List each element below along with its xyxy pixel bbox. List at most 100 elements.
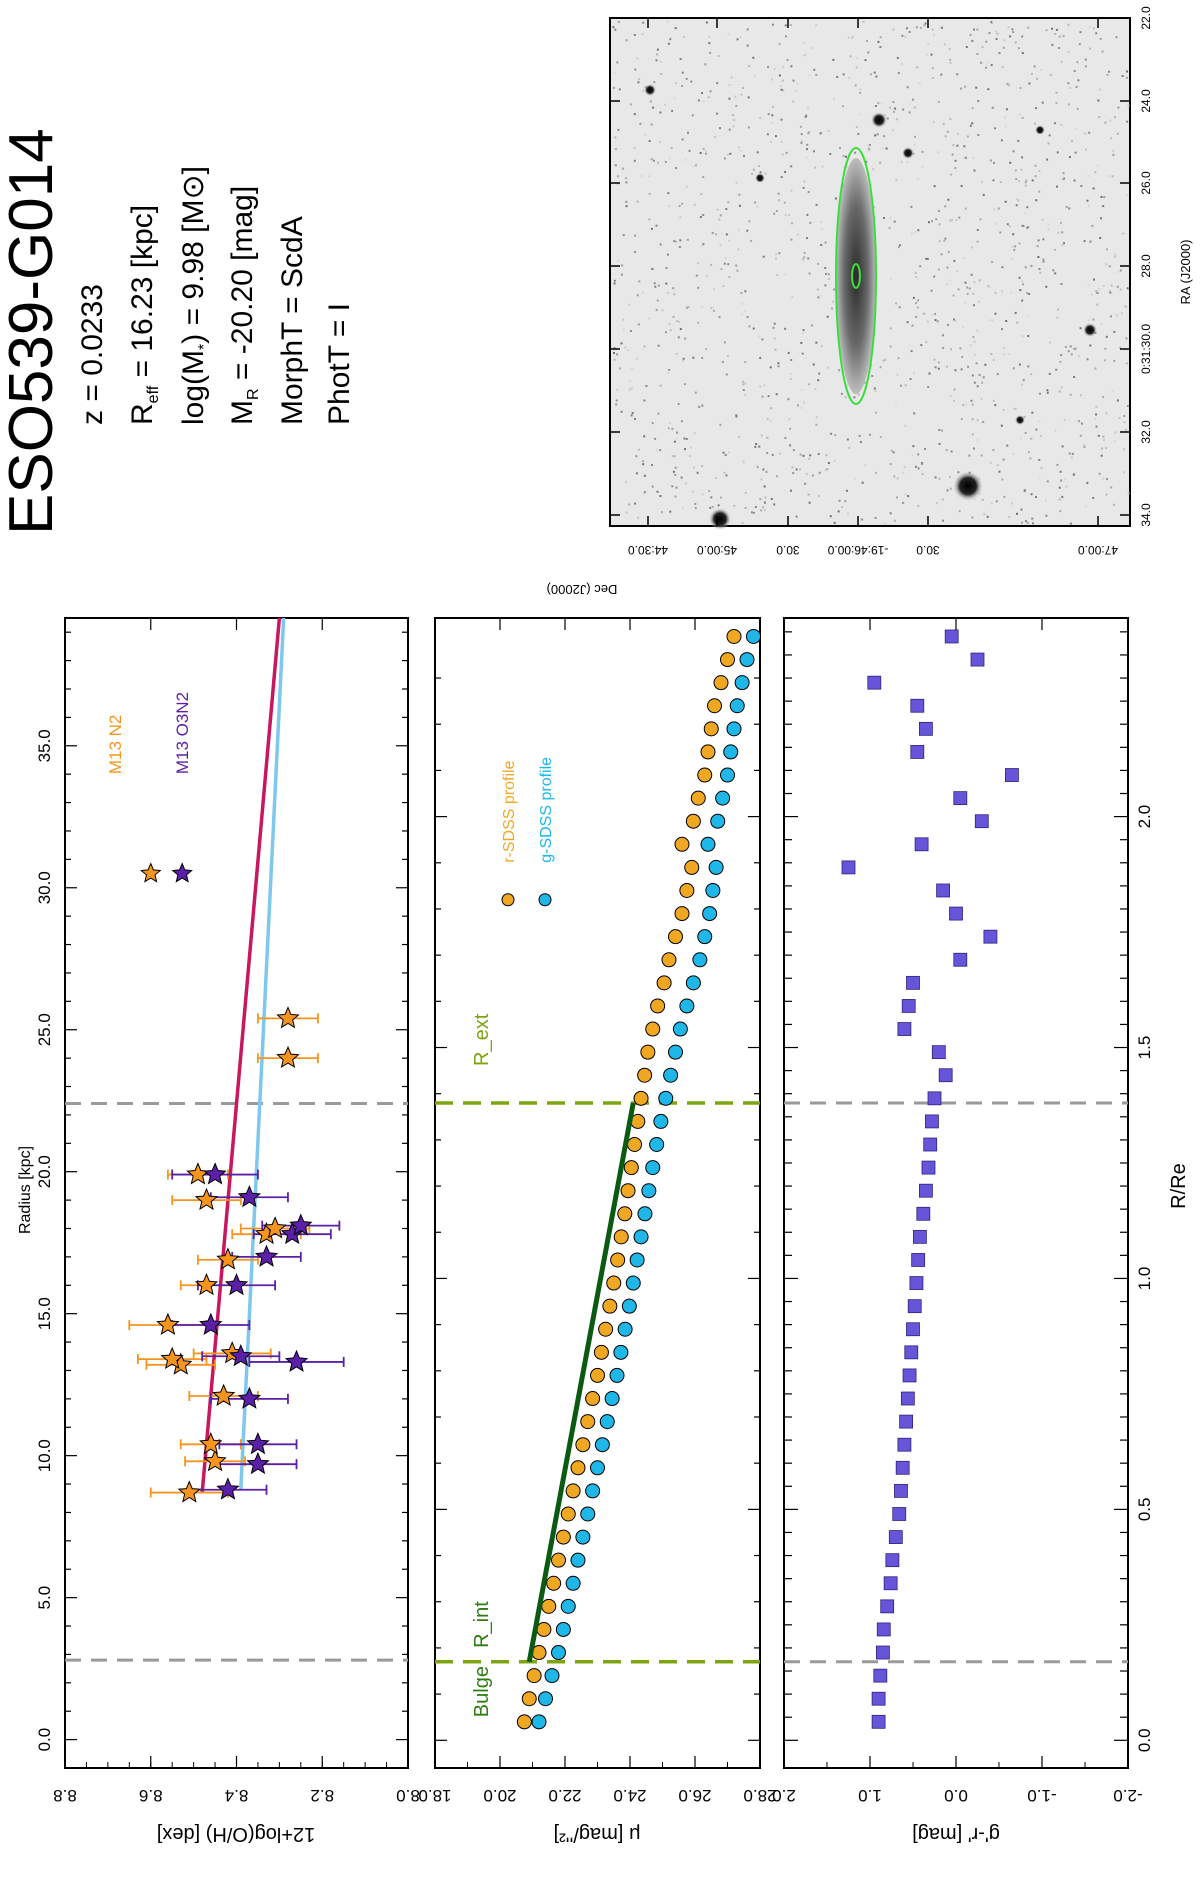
noise-speck	[966, 135, 969, 138]
noise-speck	[616, 388, 619, 391]
noise-speck	[718, 316, 721, 319]
noise-speck	[1102, 477, 1105, 480]
r-profile-point	[640, 1044, 656, 1060]
noise-speck	[747, 96, 750, 99]
noise-speck	[820, 228, 823, 231]
noise-speck	[879, 161, 882, 164]
noise-speck	[773, 322, 776, 325]
noise-speck	[1121, 75, 1124, 77]
noise-speck	[897, 72, 900, 75]
noise-speck	[1067, 350, 1070, 353]
noise-speck	[842, 105, 844, 108]
n2-point	[203, 1448, 227, 1472]
noise-speck	[622, 234, 625, 237]
noise-speck	[784, 171, 787, 173]
r-profile-point	[637, 1067, 653, 1083]
noise-speck	[1027, 365, 1030, 368]
noise-speck	[697, 262, 700, 265]
noise-speck	[889, 106, 892, 109]
noise-speck	[1023, 415, 1026, 418]
noise-speck	[776, 210, 778, 212]
n2-point	[276, 1006, 300, 1029]
g-profile-point	[708, 859, 724, 875]
y-tick-label: 8.6	[139, 1786, 163, 1805]
header-line-mass: log(M*) = 9.98 [M⊙]	[177, 166, 213, 425]
noise-speck	[1064, 346, 1067, 349]
noise-speck	[1014, 407, 1017, 410]
noise-speck	[802, 186, 805, 189]
noise-speck	[1038, 190, 1041, 193]
noise-speck	[1005, 320, 1008, 322]
noise-speck	[1097, 99, 1100, 102]
noise-speck	[732, 125, 735, 128]
noise-speck	[934, 312, 936, 315]
noise-speck	[908, 103, 911, 105]
noise-speck	[738, 193, 741, 196]
g-profile-point	[710, 813, 726, 829]
color-point	[867, 675, 882, 690]
noise-speck	[746, 44, 749, 47]
noise-speck	[1024, 181, 1027, 184]
noise-speck	[659, 243, 662, 246]
noise-speck	[807, 191, 810, 194]
noise-speck	[680, 420, 683, 423]
image-panel: 22.024.026.028.00:31:30.032.034.0 44:30.…	[547, 6, 1193, 597]
noise-speck	[1009, 35, 1011, 38]
n2-point	[276, 1045, 300, 1069]
y-tick-label: 26.0	[678, 1786, 711, 1805]
noise-speck	[872, 168, 875, 171]
noise-speck	[1021, 224, 1024, 227]
noise-speck	[777, 362, 780, 365]
noise-speck	[1077, 79, 1080, 82]
y-tick-label: 22.0	[548, 1786, 581, 1805]
noise-speck	[1034, 66, 1037, 69]
y-tick-label: 2.0	[772, 1786, 796, 1805]
color-point	[938, 1068, 953, 1083]
noise-speck	[856, 57, 858, 60]
noise-speck	[944, 205, 947, 208]
noise-speck	[834, 197, 837, 200]
noise-speck	[771, 453, 774, 456]
color-point	[900, 1391, 915, 1406]
noise-speck	[951, 153, 954, 156]
noise-speck	[1021, 521, 1023, 524]
noise-speck	[966, 286, 968, 289]
noise-speck	[921, 473, 924, 476]
noise-speck	[739, 149, 742, 152]
noise-speck	[806, 213, 809, 216]
noise-speck	[1012, 453, 1015, 456]
noise-speck	[655, 449, 658, 452]
noise-speck	[622, 167, 625, 170]
noise-speck	[904, 493, 907, 496]
dec-axis-label: Dec (J2000)	[547, 582, 618, 597]
color-point	[883, 1576, 898, 1591]
noise-speck	[998, 52, 1001, 55]
noise-speck	[799, 468, 801, 471]
noise-speck	[1093, 278, 1095, 281]
noise-speck	[660, 73, 663, 76]
noise-speck	[859, 113, 862, 116]
noise-speck	[671, 485, 674, 488]
color-point	[880, 1599, 895, 1614]
r-profile-point	[617, 1206, 633, 1222]
noise-speck	[746, 316, 749, 318]
noise-speck	[1068, 103, 1070, 106]
noise-speck	[910, 205, 913, 208]
noise-speck	[754, 506, 757, 508]
noise-speck	[800, 133, 803, 136]
noise-speck	[1105, 263, 1108, 266]
g-profile-point	[544, 1668, 560, 1684]
noise-speck	[1027, 26, 1030, 29]
noise-speck	[1073, 179, 1076, 182]
noise-speck	[906, 27, 908, 30]
noise-speck	[651, 422, 654, 425]
color-point	[927, 1091, 942, 1106]
noise-speck	[693, 466, 696, 469]
noise-speck	[838, 499, 841, 502]
noise-speck	[854, 84, 857, 87]
noise-speck	[1088, 131, 1091, 134]
noise-speck	[1003, 347, 1006, 349]
noise-speck	[1097, 434, 1100, 437]
noise-speck	[909, 378, 912, 380]
